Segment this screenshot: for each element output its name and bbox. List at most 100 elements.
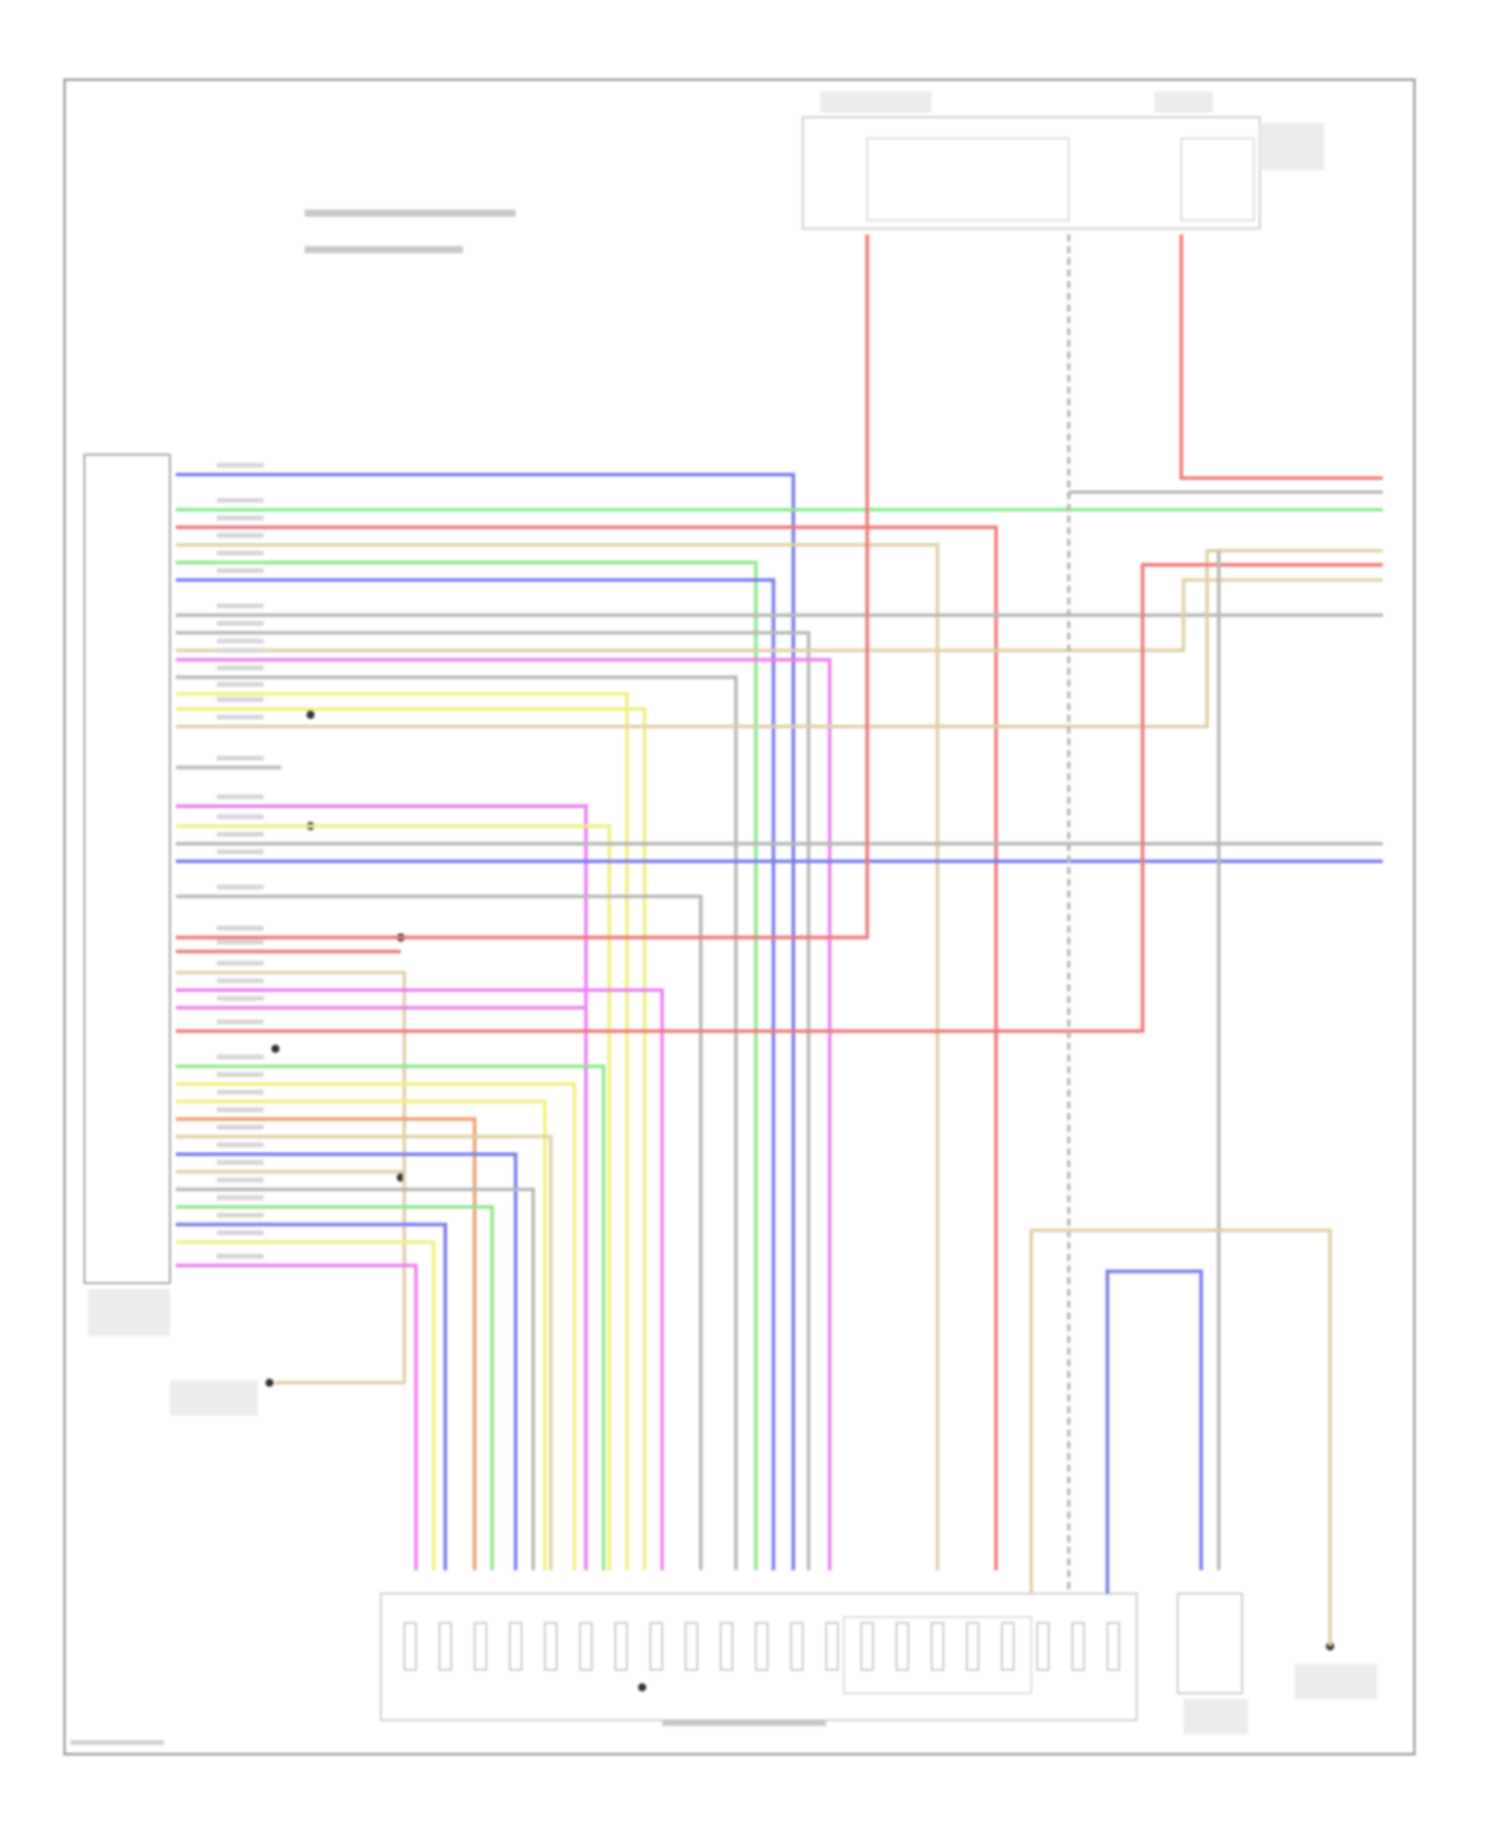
wire-green xyxy=(175,1205,494,1571)
connector-pin xyxy=(1106,1622,1120,1671)
sensor-component xyxy=(1176,1592,1244,1695)
wire-yellow xyxy=(175,1082,576,1571)
wire-label xyxy=(216,925,264,931)
wire-label xyxy=(216,603,264,609)
diagram-frame xyxy=(63,78,1416,1756)
connector-pin xyxy=(860,1622,874,1671)
sensor-label xyxy=(1183,1699,1249,1735)
wire-label xyxy=(216,621,264,626)
components xyxy=(83,116,1335,1722)
wire-label xyxy=(216,1177,264,1183)
diagram-code-label xyxy=(70,1740,165,1745)
wire-magenta xyxy=(175,657,832,1571)
connector-pin xyxy=(614,1622,628,1671)
connector-pin xyxy=(825,1622,839,1671)
legend-note-1 xyxy=(304,209,516,217)
connector-label xyxy=(169,1380,258,1416)
wire-label xyxy=(216,996,264,1001)
connector-pin xyxy=(403,1622,417,1671)
wire-red xyxy=(175,234,869,940)
wires xyxy=(175,234,1383,1647)
relay-label xyxy=(1259,123,1325,170)
connector-pin xyxy=(790,1622,804,1671)
wire-label xyxy=(216,681,264,687)
wire-label xyxy=(216,1019,264,1025)
wire-label xyxy=(216,1160,264,1165)
wire-label xyxy=(216,515,264,521)
connector-pin xyxy=(1001,1622,1015,1671)
transmission-switch-unit xyxy=(379,1592,1138,1722)
legend-notes xyxy=(304,209,516,254)
connector-pin xyxy=(474,1622,487,1671)
wire-orange xyxy=(175,1117,477,1571)
wire-label xyxy=(216,1212,264,1218)
connector-pin xyxy=(895,1622,909,1671)
wire-label xyxy=(216,1230,264,1236)
wire-red xyxy=(175,563,1383,1033)
wire-label xyxy=(216,1072,264,1077)
module-label xyxy=(87,1288,170,1336)
legend-note-2 xyxy=(304,246,463,254)
wire-label xyxy=(216,1195,264,1200)
connector-pin xyxy=(438,1622,452,1671)
wire-label xyxy=(216,1054,264,1060)
wire-tan xyxy=(175,1134,553,1571)
wire-magenta xyxy=(175,988,664,1571)
wire-label xyxy=(216,533,264,538)
wire-label xyxy=(216,714,264,720)
connector-pin xyxy=(966,1622,980,1671)
wire-label xyxy=(216,831,264,837)
wire-labels xyxy=(70,91,1377,1745)
wire-tan xyxy=(175,578,1383,653)
connector-pin xyxy=(1036,1622,1050,1671)
wire-label xyxy=(216,638,264,644)
wire-yellow xyxy=(175,707,647,1571)
wire-gray xyxy=(175,894,703,1571)
wire-label xyxy=(216,1142,264,1148)
wire-label xyxy=(216,568,264,574)
connector-pin xyxy=(931,1622,944,1671)
wire-blue xyxy=(175,1222,448,1571)
wire-label xyxy=(216,665,264,671)
wire-tan xyxy=(175,970,407,1385)
fuse-block xyxy=(1180,137,1255,221)
wire-yellow xyxy=(175,824,612,1571)
connector-pin xyxy=(649,1622,663,1671)
wire-label xyxy=(216,814,264,820)
wire-tan xyxy=(175,548,1383,729)
wire-label xyxy=(216,697,264,702)
wire-label xyxy=(216,1107,264,1113)
wire-blue xyxy=(175,1152,518,1571)
wire-magenta xyxy=(175,804,588,1571)
connector-pin xyxy=(684,1622,698,1671)
wire-label xyxy=(216,498,264,503)
wire-label xyxy=(216,755,264,761)
wire-magenta xyxy=(175,1263,418,1571)
connector-pin xyxy=(544,1622,558,1671)
wire-blue xyxy=(175,472,796,1571)
ground-label xyxy=(1294,1663,1377,1700)
splice-dot xyxy=(265,1378,274,1387)
wire-tan xyxy=(175,543,940,1571)
wire-gray xyxy=(175,1187,535,1571)
wire-label xyxy=(216,1089,264,1095)
wire-green xyxy=(175,560,758,1571)
wire-blue xyxy=(1105,1269,1203,1594)
fuse-relay-box xyxy=(801,116,1261,230)
connector-pin xyxy=(1071,1622,1085,1671)
wire-label xyxy=(216,462,264,468)
transmission-control-module xyxy=(83,453,171,1284)
splice-dot xyxy=(638,1683,647,1692)
wire-label xyxy=(216,939,264,945)
switch-unit-label xyxy=(662,1720,827,1727)
splice-dot xyxy=(306,710,315,719)
wire-label xyxy=(216,648,264,653)
wire-label xyxy=(216,849,264,855)
connector-pin xyxy=(755,1622,769,1671)
wire-label xyxy=(216,978,264,984)
wire-blue xyxy=(175,578,776,1571)
fuse-label xyxy=(1154,91,1213,113)
wire-tan xyxy=(1029,1228,1332,1647)
wire-label xyxy=(216,1253,264,1259)
